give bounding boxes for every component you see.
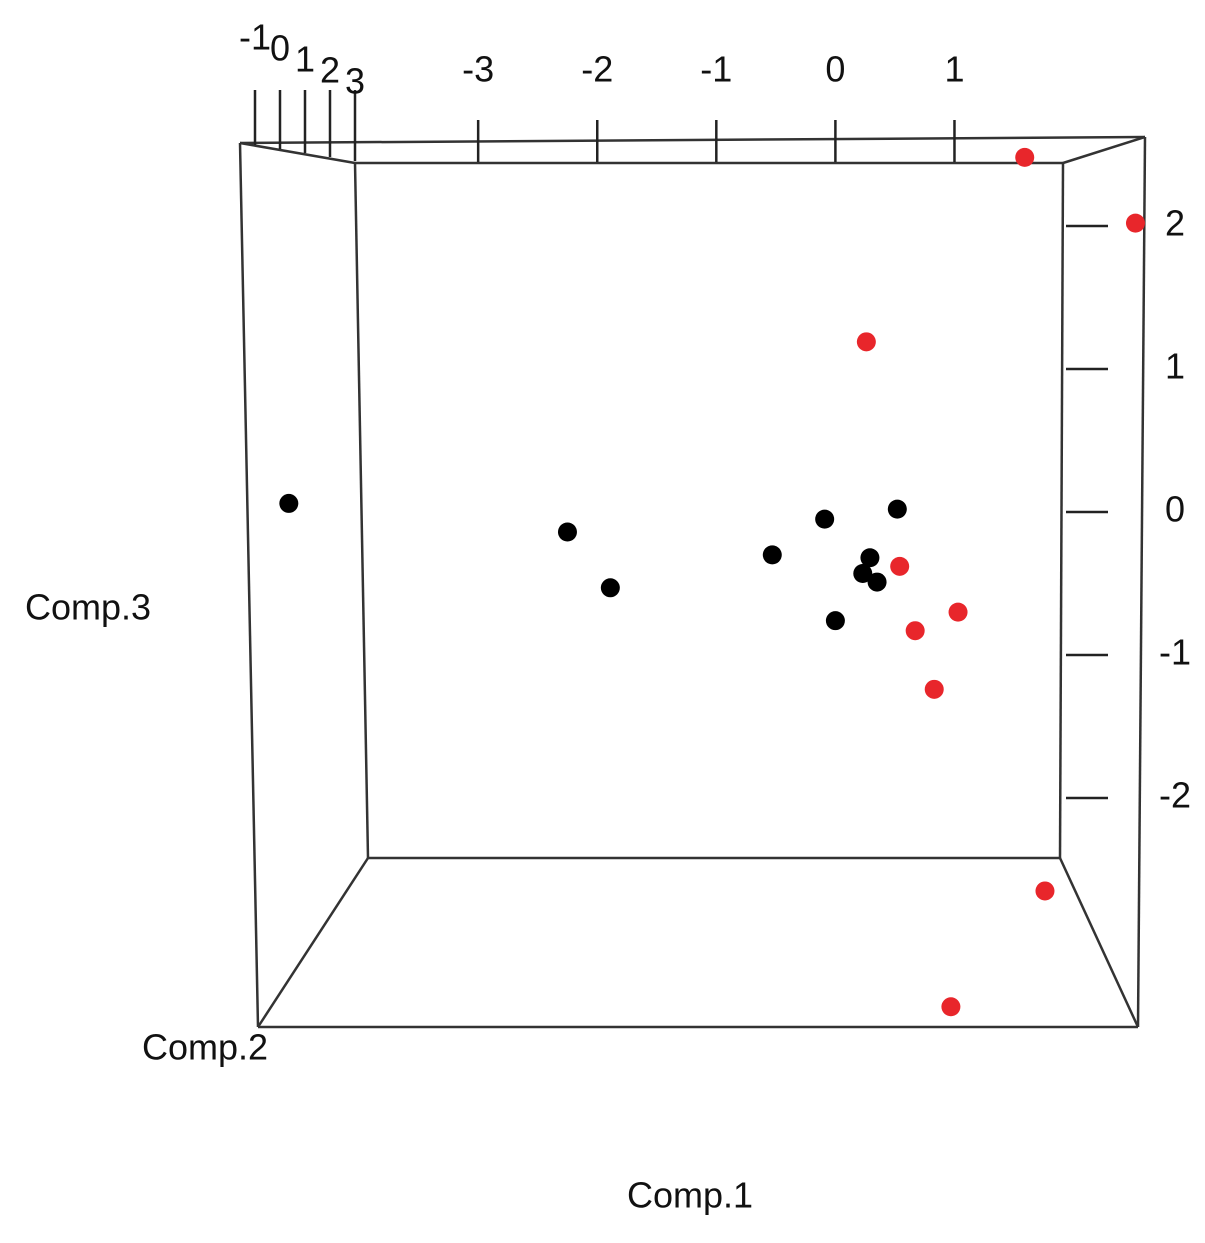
y-tick-label: 0 (1165, 489, 1185, 530)
point (1125, 213, 1145, 233)
point (853, 563, 873, 583)
point (860, 548, 880, 568)
point (890, 556, 910, 576)
point (762, 545, 782, 565)
point (924, 679, 944, 699)
point (557, 522, 577, 542)
x-tick-label: -1 (700, 49, 732, 90)
y-tick-label: 1 (1165, 346, 1185, 387)
point (867, 572, 887, 592)
z-tick-label: 2 (320, 50, 340, 91)
y-tick-label: -1 (1159, 632, 1191, 673)
x-tick-label: -3 (462, 49, 494, 90)
y-tick-label: 2 (1165, 203, 1185, 244)
z-tick-label: 1 (295, 39, 315, 80)
point (825, 611, 845, 631)
y-axis-title: Comp.3 (25, 587, 151, 628)
point (856, 332, 876, 352)
z-axis-title: Comp.2 (142, 1027, 268, 1068)
plot-box (238, 135, 1147, 1029)
z-tick-label: 0 (270, 28, 290, 69)
z-tick-label: 3 (345, 61, 365, 102)
point (279, 493, 299, 513)
x-axis-title: Comp.1 (627, 1175, 753, 1216)
x-tick-label: -2 (581, 49, 613, 90)
point (905, 621, 925, 641)
z-tick-label: -1 (239, 17, 271, 58)
y-tick-label: -2 (1159, 775, 1191, 816)
point (948, 602, 968, 622)
x-tick-label: 0 (825, 49, 845, 90)
point (1035, 881, 1055, 901)
point (941, 997, 961, 1017)
point (1015, 147, 1035, 167)
point (815, 509, 835, 529)
point (600, 578, 620, 598)
x-tick-label: 1 (944, 49, 964, 90)
point (887, 499, 907, 519)
